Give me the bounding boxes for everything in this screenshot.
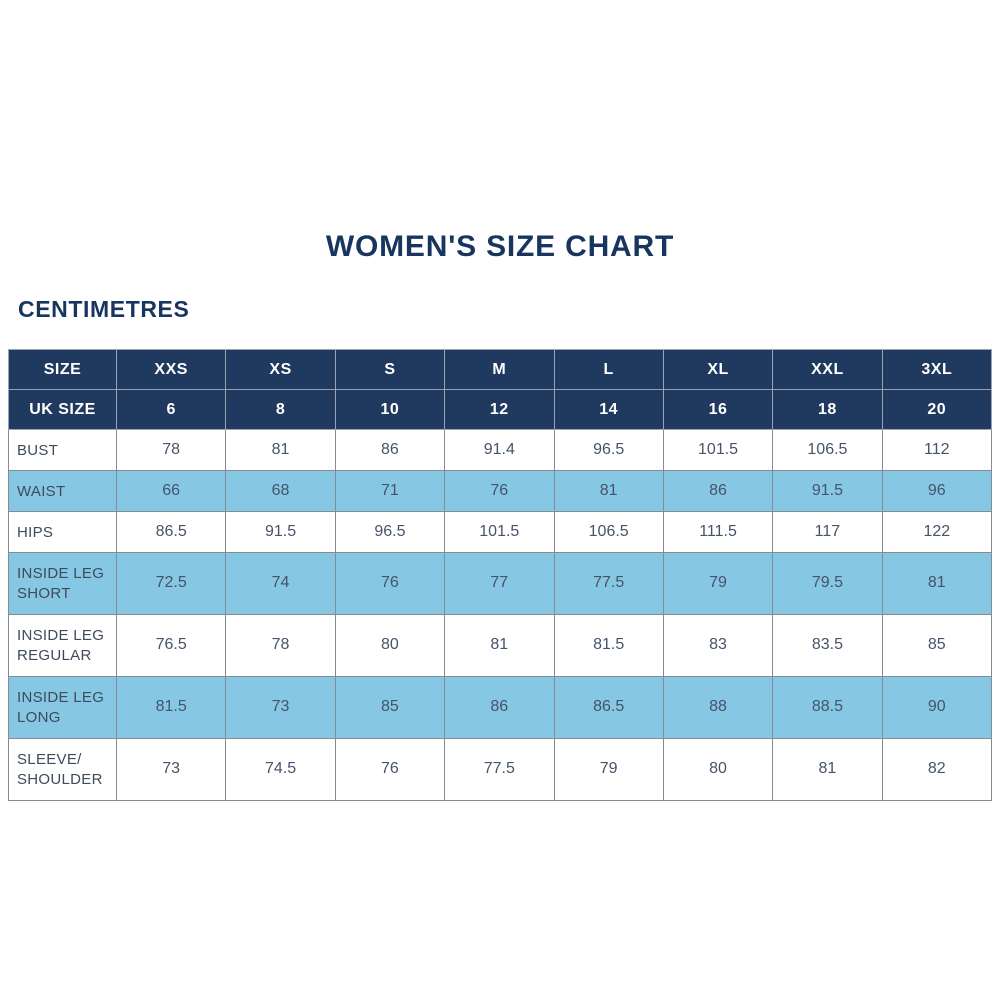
table-cell: 73 (115, 738, 227, 802)
header-cell-uk-size: 8 (225, 389, 336, 431)
table-cell: 88.5 (772, 676, 883, 740)
header-cell-size: S (334, 349, 446, 391)
table-cell: 79.5 (772, 552, 883, 616)
table-cell: 74.5 (225, 738, 336, 802)
table-row-inside-leg-short: INSIDE LEG SHORT 72.5 74 76 77 77.5 79 7… (8, 552, 993, 616)
table-cell: 81.5 (115, 676, 227, 740)
table-cell: 91.4 (444, 429, 555, 472)
header-cell-uk-size: 20 (881, 389, 993, 431)
header-cell-size: M (444, 349, 555, 391)
table-cell: 112 (881, 429, 993, 472)
table-cell: 76 (334, 738, 446, 802)
table-cell: 81 (225, 429, 336, 472)
table-cell: 101.5 (662, 429, 774, 472)
table-cell: 73 (225, 676, 336, 740)
table-cell: 91.5 (772, 470, 883, 513)
size-table: SIZE XXS XS S M L XL XXL 3XL UK SIZE 6 8… (8, 349, 993, 802)
table-cell: 111.5 (662, 511, 774, 554)
header-cell-size: 3XL (881, 349, 993, 391)
table-cell: 81 (553, 470, 664, 513)
table-cell: 71 (334, 470, 446, 513)
header-cell-size: XL (662, 349, 774, 391)
table-cell: 78 (225, 614, 336, 678)
page-title: WOMEN'S SIZE CHART (325, 230, 675, 263)
table-cell: 83 (662, 614, 774, 678)
table-cell: 122 (881, 511, 993, 554)
unit-label: CENTIMETRES (18, 296, 190, 322)
table-cell: 79 (662, 552, 774, 616)
table-cell: 82 (881, 738, 993, 802)
table-cell: 66 (115, 470, 227, 513)
uk-size-header-row: UK SIZE 6 8 10 12 14 16 18 20 (8, 389, 993, 431)
table-row-inside-leg-long: INSIDE LEG LONG 81.5 73 85 86 86.5 88 88… (8, 676, 993, 740)
table-cell: 86 (662, 470, 774, 513)
table-row-inside-leg-regular: INSIDE LEG REGULAR 76.5 78 80 81 81.5 83… (8, 614, 993, 678)
table-cell: 76.5 (115, 614, 227, 678)
table-cell: 76 (334, 552, 446, 616)
table-cell: 77.5 (553, 552, 664, 616)
header-cell-uk-size: 10 (334, 389, 446, 431)
table-cell: 80 (662, 738, 774, 802)
table-cell: 68 (225, 470, 336, 513)
header-cell-uk-size: 16 (662, 389, 774, 431)
row-label: INSIDE LEG REGULAR (8, 614, 117, 678)
table-row-bust: BUST 78 81 86 91.4 96.5 101.5 106.5 112 (8, 429, 993, 472)
table-cell: 77 (444, 552, 555, 616)
header-cell-uk-size: 12 (444, 389, 555, 431)
table-cell: 86 (444, 676, 555, 740)
table-cell: 106.5 (772, 429, 883, 472)
table-cell: 91.5 (225, 511, 336, 554)
table-cell: 106.5 (553, 511, 664, 554)
table-cell: 86 (334, 429, 446, 472)
table-row-waist: WAIST 66 68 71 76 81 86 91.5 96 (8, 470, 993, 513)
table-cell: 72.5 (115, 552, 227, 616)
table-cell: 96.5 (334, 511, 446, 554)
size-header-row: SIZE XXS XS S M L XL XXL 3XL (8, 349, 993, 391)
header-cell-uk-size-label: UK SIZE (8, 389, 117, 431)
table-cell: 86.5 (553, 676, 664, 740)
table-cell: 81 (881, 552, 993, 616)
header-cell-size-label: SIZE (8, 349, 117, 391)
table-cell: 85 (334, 676, 446, 740)
table-row-hips: HIPS 86.5 91.5 96.5 101.5 106.5 111.5 11… (8, 511, 993, 554)
table-cell: 81 (444, 614, 555, 678)
row-label: WAIST (8, 470, 117, 513)
table-cell: 96 (881, 470, 993, 513)
table-cell: 117 (772, 511, 883, 554)
table-cell: 81.5 (553, 614, 664, 678)
table-cell: 80 (334, 614, 446, 678)
header-cell-uk-size: 18 (772, 389, 883, 431)
table-cell: 101.5 (444, 511, 555, 554)
row-label: INSIDE LEG SHORT (8, 552, 117, 616)
table-cell: 88 (662, 676, 774, 740)
row-label: INSIDE LEG LONG (8, 676, 117, 740)
row-label: HIPS (8, 511, 117, 554)
table-cell: 74 (225, 552, 336, 616)
table-cell: 85 (881, 614, 993, 678)
header-cell-size: XXL (772, 349, 883, 391)
header-cell-size: XS (225, 349, 336, 391)
table-cell: 78 (115, 429, 227, 472)
table-cell: 81 (772, 738, 883, 802)
header-cell-size: L (553, 349, 664, 391)
table-cell: 79 (553, 738, 664, 802)
header-cell-size: XXS (115, 349, 227, 391)
table-cell: 96.5 (553, 429, 664, 472)
header-cell-uk-size: 6 (115, 389, 227, 431)
table-cell: 90 (881, 676, 993, 740)
header-cell-uk-size: 14 (553, 389, 664, 431)
row-label: SLEEVE/ SHOULDER (8, 738, 117, 802)
table-cell: 77.5 (444, 738, 555, 802)
table-row-sleeve-shoulder: SLEEVE/ SHOULDER 73 74.5 76 77.5 79 80 8… (8, 738, 993, 802)
table-cell: 76 (444, 470, 555, 513)
row-label: BUST (8, 429, 117, 472)
table-cell: 83.5 (772, 614, 883, 678)
table-cell: 86.5 (115, 511, 227, 554)
